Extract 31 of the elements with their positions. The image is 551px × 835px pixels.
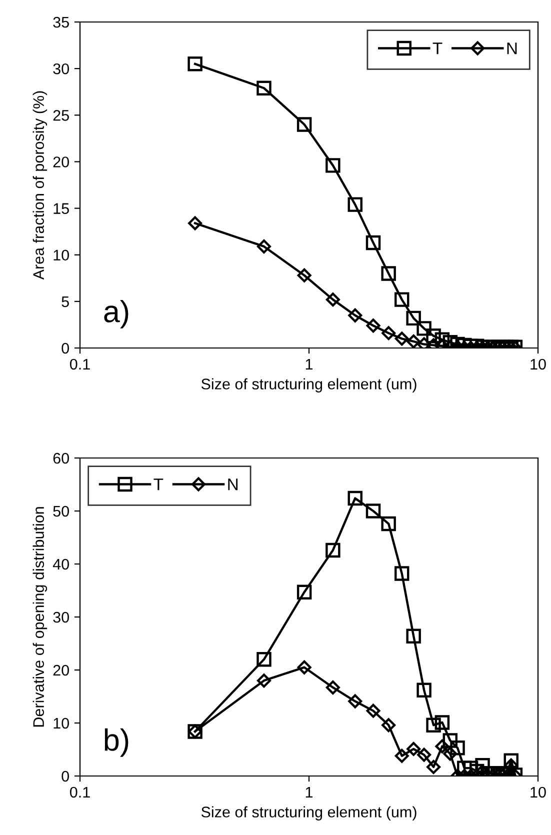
- x-tick-label: 1: [306, 358, 313, 370]
- x-tick-label: 10: [530, 358, 546, 370]
- legend-label: N: [228, 478, 238, 490]
- y-axis-title: Area fraction of porosity (%): [32, 91, 48, 280]
- x-axis-title: Size of structuring element (um): [201, 378, 416, 392]
- y-tick-label: 30: [53, 612, 69, 623]
- y-tick-label: 30: [53, 63, 69, 74]
- y-tick-label: 35: [53, 16, 69, 28]
- x-tick-label: 0.1: [70, 786, 90, 798]
- x-axis-title: Size of structuring element (um): [201, 806, 416, 820]
- y-axis-title: Derivative of opening distribution: [32, 507, 48, 727]
- y-tick-label: 15: [54, 203, 69, 214]
- y-tick-label: 0: [62, 342, 69, 354]
- y-tick-label: 25: [53, 110, 69, 121]
- x-tick-label: 0.1: [70, 358, 90, 370]
- y-tick-label: 40: [52, 558, 69, 570]
- y-tick-label: 50: [53, 506, 69, 517]
- y-tick-label: 20: [53, 664, 69, 676]
- y-tick-label: 60: [53, 452, 69, 464]
- y-tick-label: 10: [54, 250, 69, 261]
- legend-label: N: [507, 42, 517, 54]
- annotation: b): [104, 728, 128, 757]
- y-tick-label: 0: [62, 770, 69, 782]
- x-tick-label: 1: [306, 786, 313, 798]
- x-tick-label: 10: [530, 786, 546, 798]
- legend-label: T: [154, 478, 164, 490]
- y-tick-label: 5: [62, 296, 69, 308]
- annotation: a): [104, 300, 128, 328]
- legend-label: T: [432, 42, 442, 54]
- y-tick-label: 10: [54, 718, 69, 729]
- y-tick-label: 20: [53, 156, 69, 168]
